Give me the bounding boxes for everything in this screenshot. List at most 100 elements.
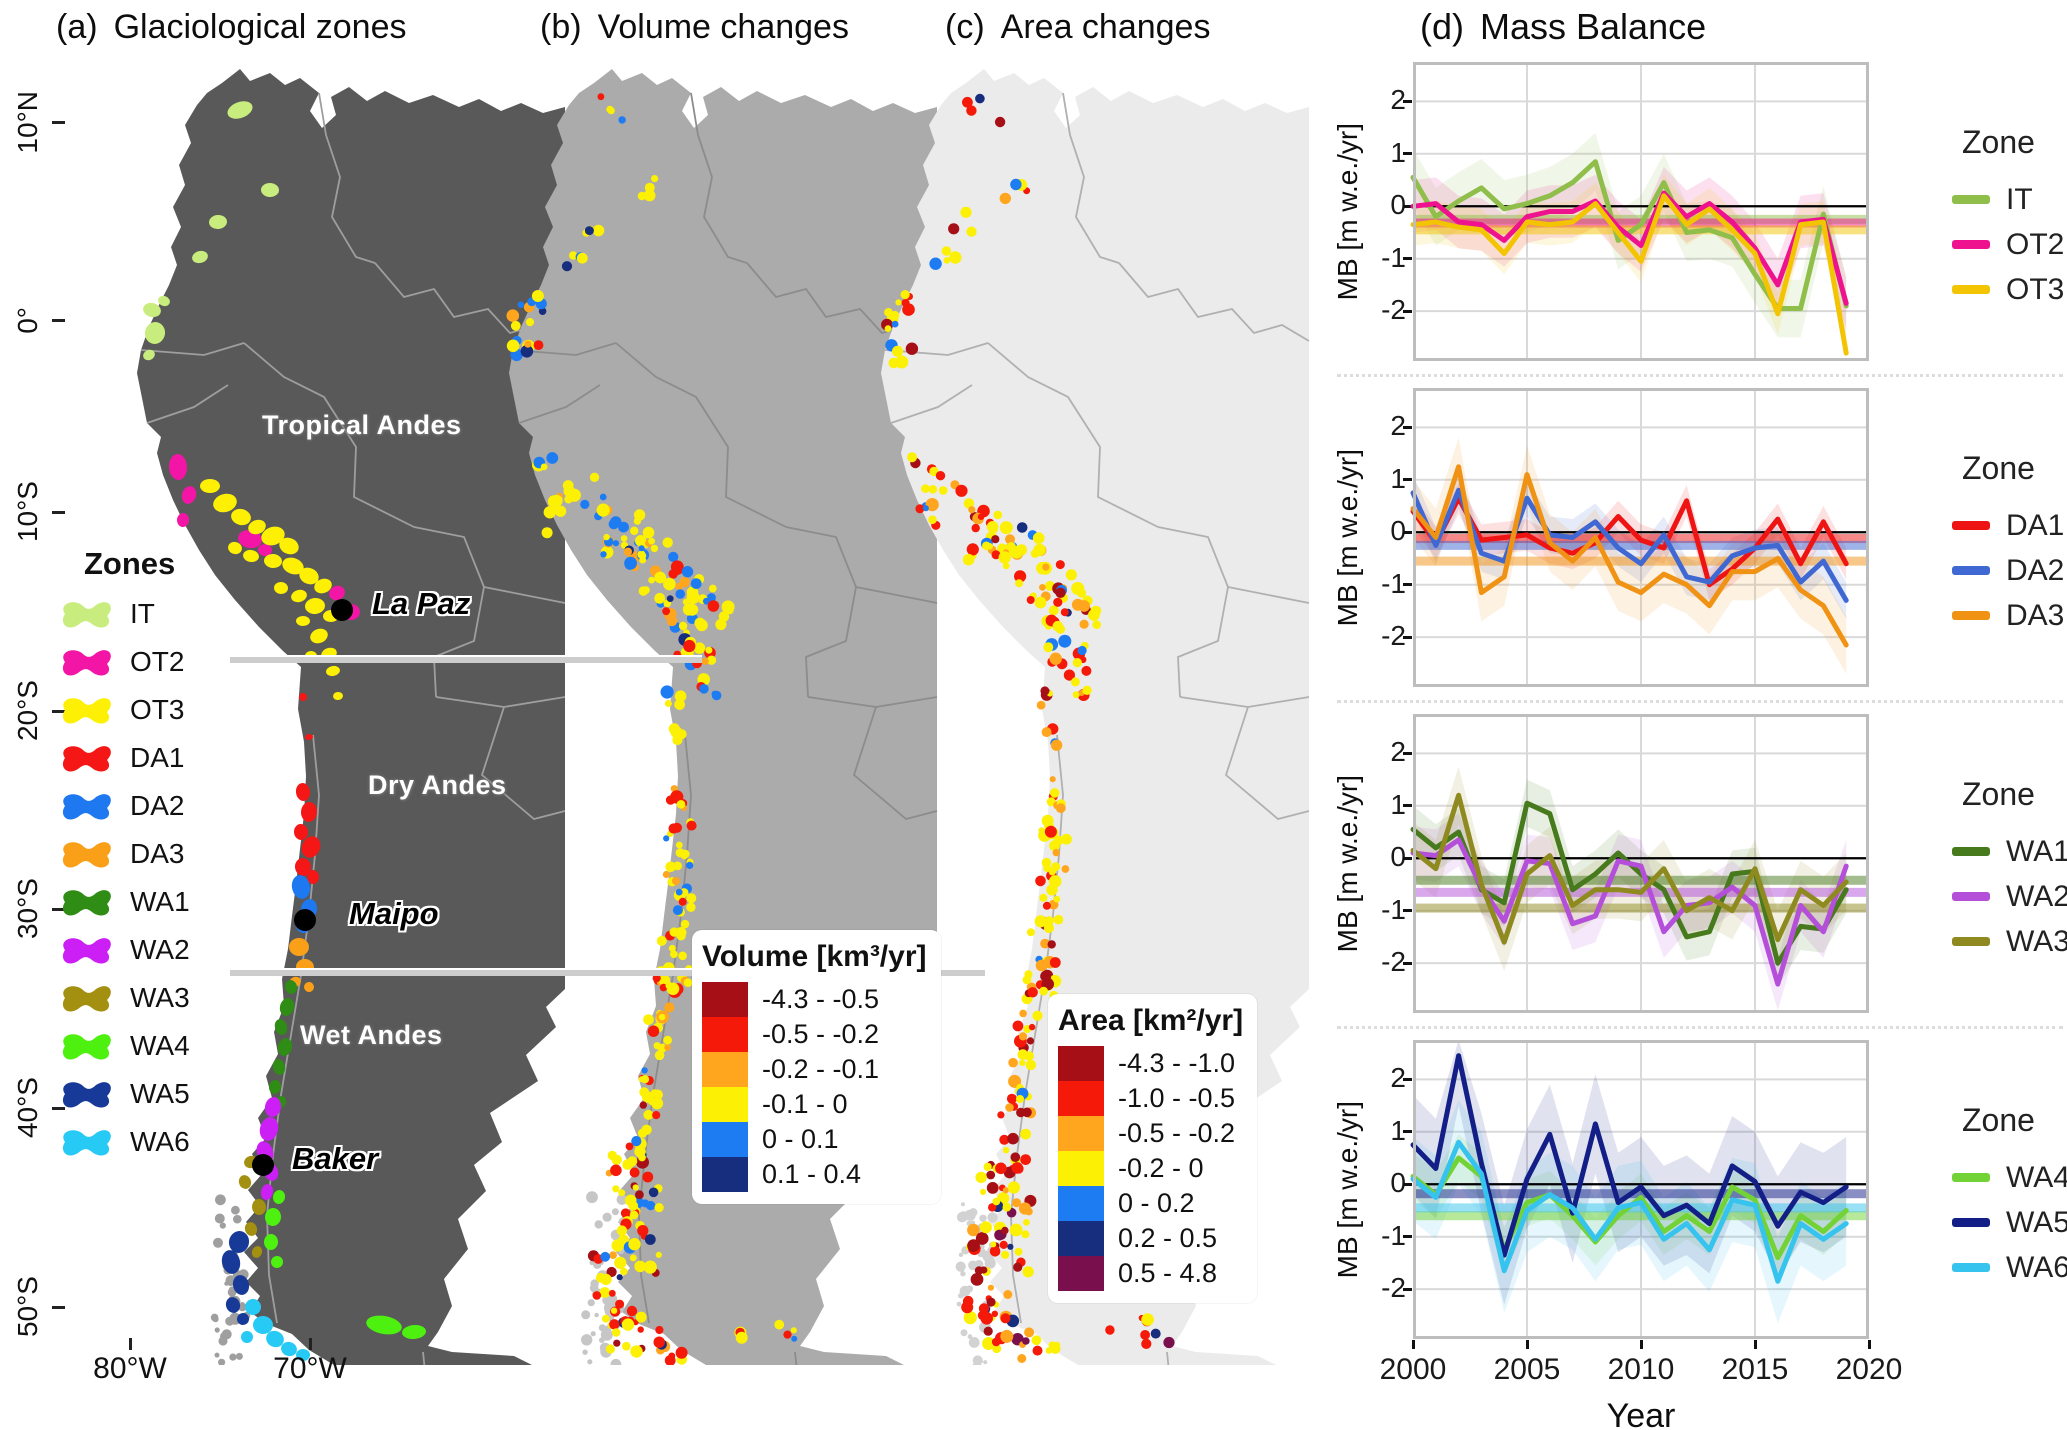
glacier-zone-patch-WA6 [266, 1330, 284, 1348]
chart-legend-title: Zone [1962, 1102, 2035, 1138]
glacier-change-dot [554, 505, 567, 517]
area-legend-swatch [1058, 1046, 1104, 1081]
glacier-change-dot [675, 589, 685, 599]
continent-layer [137, 69, 565, 1365]
glacier-change-dot [1031, 1335, 1042, 1346]
zone-blob-shape [62, 890, 111, 916]
glacier-zone-patch-WA5 [228, 1231, 250, 1253]
glacier-change-dot [967, 1239, 980, 1252]
glacier-change-dot [603, 533, 610, 541]
volume-legend: Volume [km³/yr] -4.3 - -0.5 -0.5 - -0.2 -0… [692, 930, 941, 1204]
glacier-change-dot [1042, 901, 1051, 910]
zone-boundary-line-tropical-dry [230, 657, 702, 663]
zones-legend-item-wa4: WA4 [56, 1022, 190, 1070]
glacier-zone-patch-WA1 [284, 980, 298, 994]
glacier-change-dot [922, 505, 929, 512]
y-tick-label: -1 [1381, 567, 1406, 599]
glacier-change-dot [600, 551, 607, 558]
zone-blob-shape [62, 650, 111, 676]
zone-blob-shape [62, 938, 111, 964]
y-tick-label: 1 [1390, 1114, 1406, 1146]
glacier-change-dot [962, 1295, 974, 1307]
volume-legend-range: -0.1 - 0 [762, 1089, 848, 1119]
glacier-change-dot [626, 1160, 635, 1169]
glacier-change-dot [674, 690, 687, 702]
zone-label: DA1 [130, 742, 185, 773]
glacier-change-dot [1032, 1010, 1043, 1021]
zone-blob-shape [62, 986, 111, 1012]
glacier-change-dot [663, 577, 676, 591]
glacier-change-dot [525, 318, 535, 327]
glacier-change-dot [966, 105, 977, 116]
chart-legend-label: WA4 [2006, 1160, 2067, 1194]
glacier-change-dot [979, 1188, 987, 1195]
glacier-change-dot [921, 484, 930, 493]
glacier-zone-patch-WA4 [272, 1190, 286, 1204]
zones-legend-items: IT OT2 OT3 DA1 DA2 DA3 WA1 WA2 WA3 WA4 WA5 WA6 [56, 590, 190, 1166]
zones-legend-item-da3: DA3 [56, 830, 190, 878]
glacier-zone-patch-IT [143, 349, 155, 361]
glacier-change-dot [653, 1336, 665, 1348]
y-tick-label: -1 [1381, 1219, 1406, 1251]
zone-label: WA2 [130, 934, 190, 965]
x-tick-mark [1753, 1340, 1757, 1349]
mass-balance-chart-4 [1410, 1040, 1869, 1339]
zones-legend: Zones IT OT2 OT3 DA1 DA2 DA3 WA1 WA2 WA3 WA4 WA5 WA… [56, 546, 190, 1166]
island-speck [224, 1281, 229, 1286]
uncertainty-band-WA3 [1413, 766, 1847, 971]
glacier-zone-patch-OT3 [200, 479, 220, 493]
island-speck [960, 1329, 968, 1337]
chart-legend-label: DA1 [2006, 508, 2065, 542]
glacier-change-dot [683, 978, 693, 987]
glacier-change-dot [907, 452, 918, 463]
island-speck [214, 1213, 225, 1224]
country-border [794, 1351, 798, 1365]
country-borders [884, 92, 1310, 1365]
glacier-change-dot [943, 257, 951, 264]
zones-legend-item-ot3: OT3 [56, 686, 190, 734]
glacier-zone-patch-OT3 [261, 526, 285, 546]
glacier-change-dot [1141, 1313, 1154, 1326]
chart-legend-entry-WA5: WA5 [1952, 1200, 2067, 1245]
x-tick-mark [1525, 1340, 1529, 1349]
glacier-change-dot [1071, 581, 1085, 595]
glacier-change-dot [1020, 1154, 1031, 1165]
glacier-change-dot [614, 1256, 627, 1269]
glacier-change-dot [643, 1014, 654, 1025]
glacier-zone-patch-IT [261, 182, 279, 198]
volume-legend-range: 0.1 - 0.4 [762, 1159, 862, 1189]
glacier-change-dot [1032, 532, 1045, 544]
glacier-change-dot [982, 1337, 996, 1350]
y-tick-mark [1403, 804, 1412, 808]
glacier-change-dot [666, 615, 678, 627]
glacier-zone-patch-DA2 [291, 875, 311, 899]
panel-a-label: (a) [56, 8, 98, 46]
glacier-change-dot [711, 690, 719, 698]
glacier-change-dot [986, 1297, 996, 1307]
uncertainty-band-WA5 [1413, 1040, 1847, 1305]
chart-legend-4: Zone WA4 WA5 WA6 [1952, 1102, 2067, 1290]
zone-blob-shape [62, 1034, 111, 1060]
chart-legend-1: Zone IT OT2 OT3 [1952, 124, 2064, 312]
glacier-change-dot [1000, 1329, 1014, 1343]
glacier-change-dot [967, 1223, 980, 1237]
glacier-change-dot [1072, 658, 1082, 668]
zone-blob-icon-svg [62, 650, 111, 676]
x-tick-label: 2010 [1607, 1353, 1675, 1386]
glacier-change-dot [620, 535, 628, 542]
glacier-change-dot [648, 1187, 659, 1198]
glacier-change-dot [648, 576, 655, 584]
glacier-change-dot [611, 1239, 624, 1252]
glacier-change-dot [569, 251, 578, 260]
y-tick-label: -2 [1381, 620, 1406, 652]
glacier-change-dot [606, 1266, 617, 1278]
glacier-zone-patch-WA1 [268, 1080, 282, 1094]
glacier-change-dot [1055, 560, 1065, 570]
glacier-change-dot [1026, 928, 1035, 937]
plot-border [1413, 714, 1869, 1013]
zone-blob-icon [56, 1123, 118, 1161]
lat-tick-mark [52, 511, 65, 514]
zone-label: IT [130, 598, 155, 629]
country-border [884, 342, 989, 356]
glacier-change-dot [665, 981, 673, 990]
